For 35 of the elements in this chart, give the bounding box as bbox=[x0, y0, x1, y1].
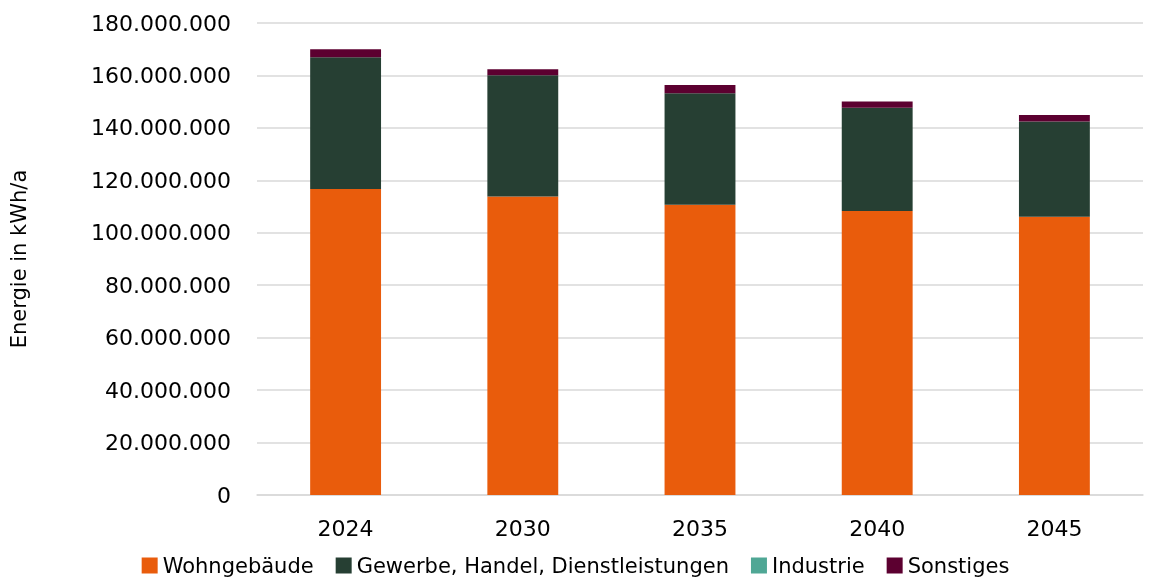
legend-label: Sonstiges bbox=[907, 553, 1010, 578]
bar bbox=[664, 84, 736, 94]
y-tick-label: 180.000.000 bbox=[91, 10, 231, 36]
bar bbox=[1018, 115, 1090, 122]
bar bbox=[664, 204, 736, 495]
y-tick-label: 40.000.000 bbox=[105, 377, 231, 403]
bar bbox=[310, 188, 382, 495]
bar bbox=[841, 211, 913, 495]
bar bbox=[487, 75, 559, 197]
y-tick-label: 160.000.000 bbox=[91, 62, 231, 88]
y-tick-label: 20.000.000 bbox=[105, 430, 231, 456]
bar bbox=[1018, 121, 1090, 217]
y-tick-label: 140.000.000 bbox=[91, 115, 231, 141]
x-tick-label: 2030 bbox=[494, 515, 551, 541]
x-tick-label: 2045 bbox=[1026, 515, 1083, 541]
legend-label: Wohngebäude bbox=[162, 553, 314, 578]
y-tick-label: 120.000.000 bbox=[91, 167, 231, 193]
bar bbox=[841, 107, 913, 212]
bar bbox=[487, 69, 559, 76]
bar bbox=[664, 93, 736, 205]
legend-label: Gewerbe, Handel, Dienstleistungen bbox=[356, 553, 729, 578]
y-axis-title: Energie in kWh/a bbox=[6, 169, 31, 349]
legend-label: Industrie bbox=[771, 553, 865, 578]
y-tick-label: 60.000.000 bbox=[105, 325, 231, 351]
y-tick-label: 100.000.000 bbox=[91, 220, 231, 246]
y-tick-label: 0 bbox=[217, 482, 231, 508]
bar bbox=[1018, 216, 1090, 495]
y-tick-label: 80.000.000 bbox=[105, 272, 231, 298]
bar bbox=[487, 196, 559, 495]
x-tick-label: 2024 bbox=[317, 515, 374, 541]
bar bbox=[841, 101, 913, 108]
bar bbox=[310, 57, 382, 189]
bar bbox=[310, 49, 382, 58]
x-tick-label: 2035 bbox=[672, 515, 728, 541]
x-tick-label: 2040 bbox=[849, 515, 906, 541]
